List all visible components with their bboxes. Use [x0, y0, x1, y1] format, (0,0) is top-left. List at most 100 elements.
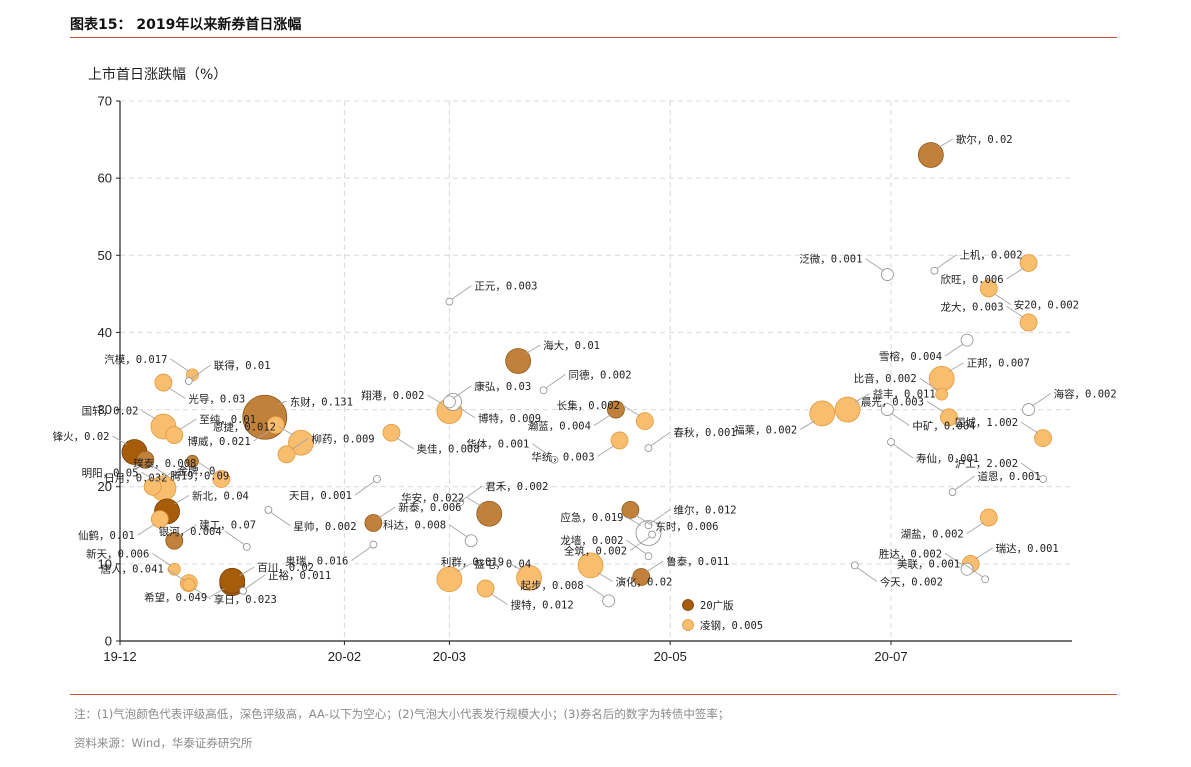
data-label: 益丰，0.011 [873, 388, 936, 401]
data-point [505, 348, 532, 374]
data-label: 仙鹤，0.01 [78, 529, 135, 542]
data-label: 君禾，0.002 [485, 481, 548, 493]
leader-line [427, 394, 443, 405]
data-point [948, 488, 957, 497]
leader-line [856, 567, 878, 582]
leader-line [966, 522, 984, 534]
leader-line [646, 560, 664, 573]
x-tick-label: 20-02 [328, 649, 361, 664]
data-label: 歌尔，0.02 [956, 133, 1013, 146]
data-label: 璞泰，0.008 [133, 457, 196, 470]
data-point [850, 561, 859, 570]
data-label: 美联，0.001 [897, 557, 960, 570]
leader-line [1031, 393, 1051, 407]
data-label: 正元，0.003 [474, 281, 537, 293]
leader-line [170, 358, 190, 372]
data-label: 湖盐，0.002 [901, 528, 964, 541]
x-tick-label: 20-05 [654, 649, 687, 664]
data-label: 晨光，0.003 [861, 395, 924, 408]
data-label: 龙墙，0.002 [560, 534, 623, 547]
data-point [981, 575, 990, 584]
data-point [635, 520, 662, 546]
leader-line [532, 443, 553, 458]
data-label: 泛微，0.001 [799, 253, 862, 266]
leader-line [586, 584, 606, 598]
leader-line [506, 561, 522, 571]
data-label: 锋火，0.02 [53, 430, 110, 443]
legend-marker [682, 619, 694, 631]
data-point [550, 455, 559, 464]
data-label: 享日，0.023 [214, 593, 277, 606]
leader-line [944, 552, 964, 567]
leader-line [170, 464, 190, 478]
data-label: 金牌，0 [178, 465, 216, 478]
leader-line [179, 418, 197, 431]
data-point [632, 568, 651, 586]
leader-line [141, 410, 157, 420]
data-label: 比音，0.002 [854, 372, 917, 385]
data-point [476, 579, 495, 598]
data-point [150, 510, 169, 529]
data-label: 东财，0.131 [290, 395, 353, 408]
data-label: 奥瑞，0.016 [285, 555, 348, 568]
top-rule [70, 37, 1117, 38]
data-label: 华体，0.001 [466, 438, 529, 451]
leader-line [1020, 462, 1042, 478]
leader-line [975, 547, 993, 560]
data-label: 科达，0.008 [383, 519, 446, 532]
data-label: 利群，0.019 [441, 556, 504, 569]
leader-line [462, 485, 483, 501]
leader-line [351, 546, 372, 561]
data-points: 歌尔，0.02 欣旺，0.006 上机，0.002 泛微，0.001 安20，0.002… [53, 133, 1117, 612]
data-label: 春秋，0.001 [673, 426, 736, 439]
leader-line [938, 138, 954, 148]
data-point [1034, 429, 1052, 448]
leader-line [629, 536, 651, 551]
data-label: 恩捷，0.012 [213, 421, 276, 434]
data-point [940, 408, 958, 427]
leader-line [954, 475, 975, 491]
leader-line [635, 514, 653, 527]
data-label: 天目，0.001 [289, 490, 352, 502]
y-axis-title: 上市首日涨跌幅（%） [88, 66, 227, 83]
data-point [219, 567, 246, 594]
x-tick-label: 20-07 [874, 649, 907, 664]
leader-line [451, 285, 472, 300]
leader-line [800, 420, 815, 430]
data-label: 翔港，0.002 [361, 389, 424, 402]
data-label: 新北，0.04 [192, 489, 249, 502]
data-label: 盛屯，0.04 [474, 557, 531, 570]
leader-line [1006, 306, 1024, 318]
leader-line [626, 516, 642, 526]
leader-line [190, 364, 212, 380]
figure-source: 资料来源：Wind，华泰证券研究所 [74, 736, 253, 750]
data-label: 希望，0.049 [144, 591, 207, 604]
data-point [239, 586, 247, 595]
leader-line [926, 400, 945, 413]
data-point [266, 416, 285, 434]
data-point [1039, 475, 1047, 483]
data-label: 正裕，0.011 [268, 569, 331, 582]
data-label: 中矿，0.004 [912, 420, 975, 433]
data-point [1019, 254, 1038, 272]
data-point [887, 438, 895, 446]
data-point [165, 426, 184, 444]
data-label: 银河，0.004 [159, 525, 222, 538]
data-label: 至纯，0.01 [199, 413, 256, 426]
data-point [436, 566, 463, 593]
data-label: 日月，0.032 [104, 472, 167, 484]
leader-line [457, 406, 476, 419]
leader-line [253, 429, 271, 442]
leader-line [452, 385, 472, 399]
y-tick-label: 30 [98, 402, 112, 417]
leader-line [936, 254, 957, 269]
y-tick-label: 40 [98, 325, 112, 340]
data-point [373, 475, 381, 483]
data-point [610, 431, 629, 450]
data-label: 演化，0.02 [616, 575, 673, 588]
leader-line [193, 587, 212, 600]
data-point [602, 594, 616, 608]
leader-line [890, 412, 910, 426]
data-label: 华统，0.003 [531, 450, 594, 463]
y-tick-label: 50 [98, 248, 112, 263]
